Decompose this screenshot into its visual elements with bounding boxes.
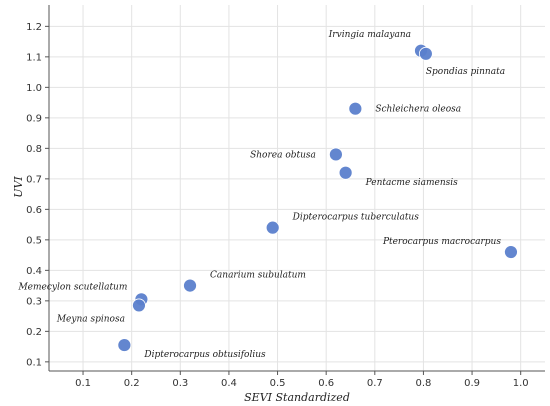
point-labels: Irvingia malayana Spondias pinnata Schleic… (17, 30, 505, 360)
x-tick-label: 0.1 (75, 378, 91, 389)
point-label: Dipterocarpus obtusifolius (143, 350, 266, 360)
y-axis-title: UVI (12, 176, 25, 198)
data-point (265, 220, 280, 235)
x-tick-label: 0.6 (318, 378, 334, 389)
x-tick-label: 0.3 (172, 378, 188, 389)
data-point (132, 298, 146, 313)
axes: 0.1 0.2 0.3 0.4 0.5 0.6 0.7 0.8 0.9 1.0 0.1 0.2 0.3 0… (26, 5, 545, 389)
point-label: Spondias pinnata (426, 67, 505, 77)
point-label: Irvingia malayana (328, 30, 411, 40)
y-tick-label: 1.2 (26, 22, 42, 33)
data-point (329, 147, 343, 162)
y-tick-label: 0.6 (26, 205, 42, 216)
x-axis-title: SEVI Standardized (244, 391, 350, 404)
x-tick-label: 0.4 (221, 378, 237, 389)
y-tick-label: 0.4 (26, 266, 42, 277)
data-point (418, 46, 433, 61)
point-label: Meyna spinosa (56, 314, 125, 324)
point-label: Dipterocarpus tuberculatus (292, 213, 420, 223)
grid (49, 5, 545, 371)
y-tick-label: 1.1 (26, 52, 42, 63)
data-point (338, 165, 353, 180)
y-tick-label: 1.0 (26, 83, 42, 94)
point-label: Memecylon scutellatum (17, 282, 127, 292)
y-tick-label: 0.8 (26, 144, 42, 155)
x-tick-label: 0.2 (124, 378, 140, 389)
x-tick-label: 0.5 (270, 378, 286, 389)
data-point (117, 338, 132, 352)
y-tick-label: 0.2 (26, 327, 42, 338)
x-tick-label: 0.7 (367, 378, 383, 389)
point-label: Shorea obtusa (250, 150, 316, 160)
x-tick-label: 1.0 (513, 378, 529, 389)
y-tick-label: 0.3 (26, 296, 42, 307)
x-tick-label: 0.9 (464, 378, 480, 389)
data-points (117, 43, 518, 352)
data-point (183, 278, 197, 293)
x-tick-label: 0.8 (415, 378, 431, 389)
y-tick-label: 0.5 (26, 235, 42, 246)
point-label: Pterocarpus macrocarpus (382, 237, 501, 247)
y-tick-label: 0.7 (26, 174, 42, 185)
data-point (504, 245, 518, 259)
point-label: Canarium subulatum (210, 271, 306, 281)
point-label: Pentacme siamensis (365, 178, 459, 188)
y-tick-label: 0.9 (26, 113, 42, 124)
y-tick-label: 0.1 (26, 357, 42, 368)
data-point (348, 101, 363, 116)
point-label: Schleichera oleosa (375, 105, 461, 115)
